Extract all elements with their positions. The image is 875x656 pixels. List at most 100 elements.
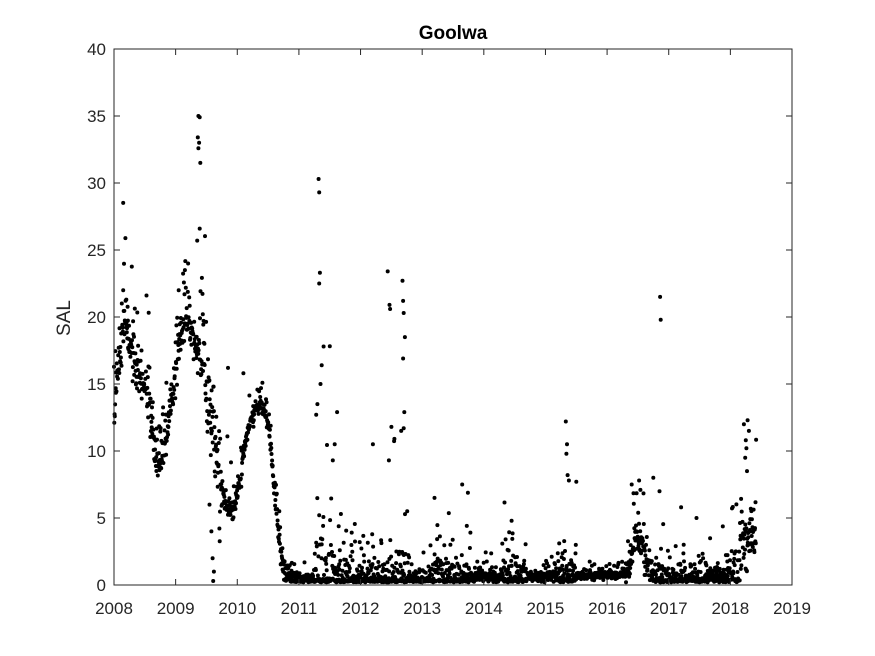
data-point bbox=[543, 566, 548, 571]
data-point bbox=[215, 484, 220, 489]
data-point bbox=[187, 295, 192, 300]
data-point bbox=[405, 560, 410, 565]
data-point bbox=[506, 548, 511, 553]
data-point bbox=[661, 522, 666, 527]
data-point bbox=[123, 236, 128, 241]
data-point bbox=[267, 412, 271, 417]
data-point bbox=[319, 363, 324, 368]
data-point bbox=[323, 556, 328, 560]
data-point bbox=[202, 341, 207, 346]
data-point bbox=[235, 494, 240, 499]
data-point bbox=[448, 542, 453, 547]
data-point bbox=[211, 384, 216, 389]
data-point bbox=[183, 259, 188, 264]
data-point bbox=[644, 542, 648, 547]
data-point bbox=[172, 387, 177, 392]
data-point bbox=[353, 539, 357, 544]
data-point bbox=[509, 518, 514, 523]
data-point bbox=[164, 380, 169, 385]
data-point bbox=[641, 522, 646, 526]
data-point bbox=[239, 484, 244, 489]
data-point bbox=[341, 540, 346, 545]
data-point bbox=[467, 566, 471, 571]
data-point bbox=[216, 462, 221, 467]
data-point bbox=[120, 322, 125, 327]
data-point bbox=[387, 302, 392, 307]
data-point bbox=[175, 315, 180, 320]
data-point bbox=[401, 298, 406, 303]
data-point bbox=[743, 455, 748, 460]
data-point bbox=[446, 511, 451, 516]
data-point bbox=[725, 574, 730, 578]
data-point bbox=[220, 479, 225, 484]
data-point bbox=[753, 500, 758, 505]
data-point bbox=[130, 345, 135, 350]
data-point bbox=[380, 575, 385, 580]
data-point bbox=[671, 567, 676, 572]
data-point bbox=[170, 396, 175, 401]
data-point bbox=[753, 526, 757, 531]
data-point bbox=[752, 550, 757, 555]
data-point bbox=[472, 565, 477, 570]
data-point bbox=[201, 322, 206, 327]
data-point bbox=[730, 505, 735, 509]
data-point bbox=[227, 496, 232, 501]
data-point bbox=[200, 291, 205, 296]
data-point bbox=[403, 512, 407, 517]
data-point bbox=[645, 567, 650, 572]
data-point bbox=[124, 297, 129, 302]
data-point bbox=[370, 562, 375, 567]
data-point bbox=[195, 238, 200, 243]
data-point bbox=[452, 564, 457, 569]
data-point bbox=[138, 376, 143, 381]
data-point bbox=[711, 569, 716, 573]
data-point bbox=[642, 548, 647, 553]
data-point bbox=[678, 562, 683, 567]
data-point bbox=[549, 554, 554, 559]
data-point bbox=[654, 572, 658, 577]
data-point bbox=[314, 544, 319, 549]
data-point bbox=[196, 146, 201, 151]
data-point bbox=[333, 572, 338, 576]
data-point bbox=[565, 473, 570, 478]
data-point bbox=[327, 344, 332, 349]
data-point bbox=[379, 541, 384, 546]
data-point bbox=[478, 565, 483, 570]
data-point bbox=[720, 524, 725, 529]
data-point bbox=[622, 566, 627, 571]
data-point bbox=[546, 564, 551, 569]
data-point bbox=[749, 534, 754, 538]
data-point bbox=[700, 551, 705, 556]
data-point bbox=[587, 559, 592, 564]
data-point bbox=[644, 535, 649, 539]
data-point bbox=[259, 386, 263, 391]
data-point bbox=[417, 569, 422, 574]
data-point bbox=[653, 562, 658, 567]
data-point bbox=[682, 559, 686, 564]
data-point bbox=[563, 549, 567, 553]
data-point bbox=[312, 551, 317, 556]
data-point bbox=[564, 564, 569, 568]
data-point bbox=[164, 438, 169, 443]
data-point bbox=[195, 371, 200, 376]
data-point bbox=[267, 427, 272, 432]
data-point bbox=[508, 574, 513, 579]
data-point bbox=[153, 447, 157, 452]
data-point bbox=[567, 568, 572, 573]
data-point bbox=[161, 405, 166, 410]
data-point bbox=[239, 445, 243, 450]
data-point bbox=[352, 522, 357, 526]
data-point bbox=[273, 503, 278, 508]
data-point bbox=[741, 422, 746, 427]
data-point bbox=[196, 338, 201, 342]
data-point bbox=[163, 418, 168, 423]
data-point bbox=[121, 200, 126, 205]
x-tick-label: 2016 bbox=[588, 599, 626, 618]
data-point bbox=[338, 558, 343, 563]
data-point bbox=[571, 568, 575, 573]
data-point bbox=[194, 334, 199, 339]
data-point bbox=[387, 569, 392, 574]
data-point bbox=[637, 521, 641, 526]
data-point bbox=[365, 540, 370, 545]
